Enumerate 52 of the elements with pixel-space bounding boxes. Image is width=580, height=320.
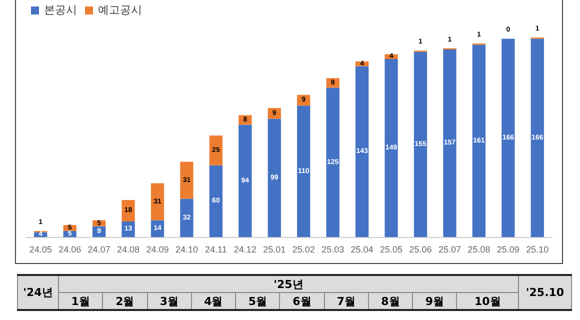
bar [180, 162, 194, 199]
x-tick-label: 24.12 [234, 244, 256, 254]
legend-label: 본공시 [44, 4, 77, 16]
x-tick-label: 25.03 [322, 244, 344, 254]
x-tick-label: 24.05 [29, 244, 52, 254]
text: '24년 [18, 275, 58, 310]
text: 6월 [280, 292, 324, 310]
bar [122, 200, 135, 222]
text: 10월 [456, 292, 518, 310]
bar [530, 38, 544, 237]
text: 7월 [324, 292, 368, 310]
bar [384, 59, 398, 237]
bar [209, 135, 223, 166]
text: 5월 [236, 292, 280, 310]
text: 2월 [102, 292, 148, 310]
x-tick-label: 25.02 [292, 244, 315, 254]
bar [297, 106, 310, 237]
bar [355, 66, 369, 237]
bar [472, 44, 486, 237]
x-tick-label: 24.10 [175, 244, 198, 254]
text: '25.10 [518, 275, 572, 310]
text: 8월 [368, 292, 413, 310]
x-tick-label: 24.11 [205, 244, 227, 254]
bar [238, 124, 252, 237]
bar [122, 221, 135, 237]
x-tick-label: 25.07 [438, 244, 461, 254]
bar [180, 198, 194, 237]
bar [414, 52, 428, 237]
text: 3월 [147, 292, 192, 310]
text: '25년 [58, 275, 518, 292]
text: 4월 [191, 292, 236, 310]
x-tick-label: 25.04 [350, 244, 374, 254]
x-tick-label: 24.06 [58, 244, 82, 254]
x-tick-label: 25.10 [526, 244, 549, 254]
x-tick-label: 25.08 [468, 244, 490, 254]
bar [443, 49, 456, 237]
bar [268, 118, 281, 237]
x-tick-label: 24.08 [117, 244, 140, 254]
x-tick-label: 25.06 [409, 244, 432, 254]
bar [150, 183, 164, 220]
x-tick-label: 24.07 [88, 244, 110, 254]
x-tick-label: 25.01 [263, 244, 286, 254]
x-tick-label: 24.09 [146, 244, 169, 254]
x-tick-label: 25.05 [380, 244, 403, 254]
text: 1월 [58, 292, 103, 310]
bar [326, 88, 340, 237]
bar [502, 38, 515, 237]
bar [209, 165, 223, 237]
legend-label: 예고공시 [98, 4, 142, 16]
bar [268, 108, 281, 119]
text: 9월 [412, 292, 457, 310]
x-tick-label: 25.09 [496, 244, 520, 254]
